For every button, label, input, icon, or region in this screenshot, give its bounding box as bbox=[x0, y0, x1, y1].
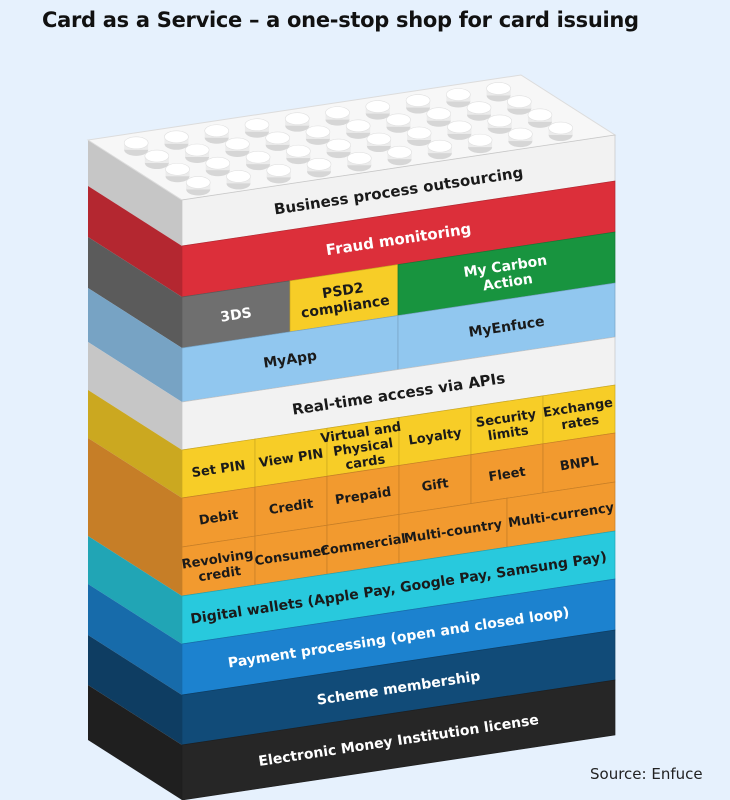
stud-top bbox=[466, 101, 492, 114]
stud-top bbox=[225, 137, 250, 151]
label-myapp-line: MyApp bbox=[262, 348, 318, 372]
label-security-line: limits bbox=[487, 423, 530, 444]
stud-top bbox=[266, 164, 292, 177]
label-psd2-line: PSD2 bbox=[321, 280, 365, 302]
label-threeds: 3DS bbox=[219, 305, 252, 325]
stud-top bbox=[184, 143, 210, 157]
side-band bbox=[88, 390, 182, 498]
stud-top bbox=[123, 136, 149, 150]
source-note: Source: Enfuce bbox=[590, 765, 703, 783]
side-band bbox=[88, 438, 182, 596]
stud-top bbox=[446, 88, 471, 101]
stud-top bbox=[286, 144, 311, 158]
stud-top bbox=[144, 149, 170, 163]
stud-top bbox=[508, 127, 533, 141]
side-band bbox=[88, 186, 182, 297]
layer-emi bbox=[181, 679, 616, 800]
stud-top bbox=[226, 170, 251, 183]
stud-top bbox=[365, 100, 391, 113]
side-band bbox=[88, 288, 182, 402]
side-band bbox=[88, 584, 182, 695]
stud-top bbox=[305, 125, 331, 139]
stud-top bbox=[244, 118, 270, 132]
stud-top bbox=[245, 150, 271, 164]
stud-top bbox=[346, 151, 372, 165]
brick-studs bbox=[123, 82, 573, 196]
stud-top bbox=[427, 139, 453, 153]
stud-top bbox=[204, 124, 230, 138]
label-virtual-line: cards bbox=[345, 452, 387, 473]
label-revolving-line: credit bbox=[197, 564, 242, 585]
side-band bbox=[88, 536, 182, 644]
stud-top bbox=[387, 145, 412, 159]
page-title: Card as a Service – a one-stop shop for … bbox=[42, 8, 639, 32]
stud-top bbox=[386, 113, 411, 127]
stud-top bbox=[345, 119, 371, 133]
label-threeds-line: 3DS bbox=[219, 305, 252, 325]
stud-top bbox=[406, 126, 432, 140]
label-credit-line: Credit bbox=[268, 497, 314, 518]
stud-top bbox=[165, 162, 190, 176]
side-band bbox=[88, 635, 182, 745]
stud-top bbox=[467, 133, 493, 147]
stud-top bbox=[185, 176, 211, 189]
stud-top bbox=[325, 106, 350, 119]
stud-top bbox=[426, 107, 452, 121]
stud-top bbox=[306, 158, 332, 171]
stud-top bbox=[366, 132, 392, 146]
label-gift-line: Gift bbox=[421, 476, 450, 495]
label-carbon-line: Action bbox=[482, 271, 534, 294]
label-security: Securitylimits bbox=[475, 407, 540, 446]
stud-top bbox=[447, 120, 472, 134]
label-myapp: MyApp bbox=[262, 348, 318, 372]
stud-top bbox=[486, 82, 511, 95]
stud-top bbox=[527, 108, 553, 122]
label-gift: Gift bbox=[421, 476, 450, 495]
label-credit: Credit bbox=[268, 497, 314, 518]
label-exchange-line: rates bbox=[560, 413, 600, 434]
side-band bbox=[88, 342, 182, 450]
stud-top bbox=[548, 121, 573, 135]
stud-top bbox=[205, 156, 231, 170]
stud-top bbox=[164, 130, 189, 144]
label-debit-line: Debit bbox=[198, 508, 239, 529]
label-bnpl: BNPL bbox=[559, 454, 599, 475]
stud-top bbox=[405, 94, 431, 107]
label-fleet: Fleet bbox=[488, 465, 527, 485]
stud-top bbox=[326, 138, 351, 152]
side-band bbox=[88, 237, 182, 348]
stud-top bbox=[506, 95, 532, 108]
label-debit: Debit bbox=[198, 508, 239, 529]
label-bnpl-line: BNPL bbox=[559, 454, 599, 475]
side-band bbox=[88, 140, 182, 246]
stud-top bbox=[487, 114, 512, 128]
stud-top bbox=[284, 112, 310, 125]
side-band bbox=[88, 685, 182, 800]
label-fleet-line: Fleet bbox=[488, 465, 527, 485]
stud-top bbox=[265, 131, 290, 145]
